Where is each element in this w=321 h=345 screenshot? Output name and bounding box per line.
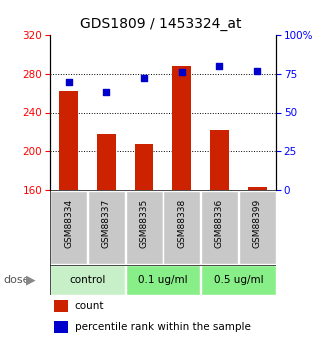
Text: 0.5 ug/ml: 0.5 ug/ml	[213, 275, 263, 285]
Bar	[97, 134, 116, 190]
Bar	[50, 265, 125, 295]
Text: ▶: ▶	[26, 274, 35, 286]
Point	[66, 79, 71, 84]
Bar	[248, 187, 267, 190]
Text: GSM88334: GSM88334	[64, 199, 73, 248]
Text: GSM88336: GSM88336	[215, 199, 224, 248]
Point	[104, 90, 109, 95]
Bar	[54, 300, 68, 312]
Bar	[172, 66, 191, 190]
Bar	[239, 191, 276, 264]
Bar	[201, 191, 238, 264]
Bar	[210, 130, 229, 190]
Text: GSM88335: GSM88335	[140, 199, 149, 248]
Point	[217, 63, 222, 69]
Bar	[54, 321, 68, 333]
Text: GDS1809 / 1453324_at: GDS1809 / 1453324_at	[80, 17, 241, 31]
Bar	[126, 191, 162, 264]
Bar	[50, 191, 87, 264]
Text: dose: dose	[3, 275, 30, 285]
Text: control: control	[69, 275, 106, 285]
Bar	[59, 91, 78, 190]
Text: 0.1 ug/ml: 0.1 ug/ml	[138, 275, 188, 285]
Bar	[201, 265, 276, 295]
Text: GSM88337: GSM88337	[102, 199, 111, 248]
Bar	[134, 144, 153, 190]
Text: count: count	[75, 301, 104, 311]
Point	[142, 76, 147, 81]
Bar	[163, 191, 200, 264]
Bar	[88, 191, 125, 264]
Bar	[126, 265, 200, 295]
Text: GSM88399: GSM88399	[253, 199, 262, 248]
Text: GSM88338: GSM88338	[177, 199, 186, 248]
Point	[179, 69, 184, 75]
Point	[255, 68, 260, 73]
Text: percentile rank within the sample: percentile rank within the sample	[75, 322, 250, 332]
